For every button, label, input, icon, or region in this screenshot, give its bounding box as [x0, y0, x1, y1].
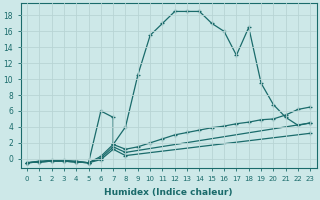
X-axis label: Humidex (Indice chaleur): Humidex (Indice chaleur)	[104, 188, 233, 197]
